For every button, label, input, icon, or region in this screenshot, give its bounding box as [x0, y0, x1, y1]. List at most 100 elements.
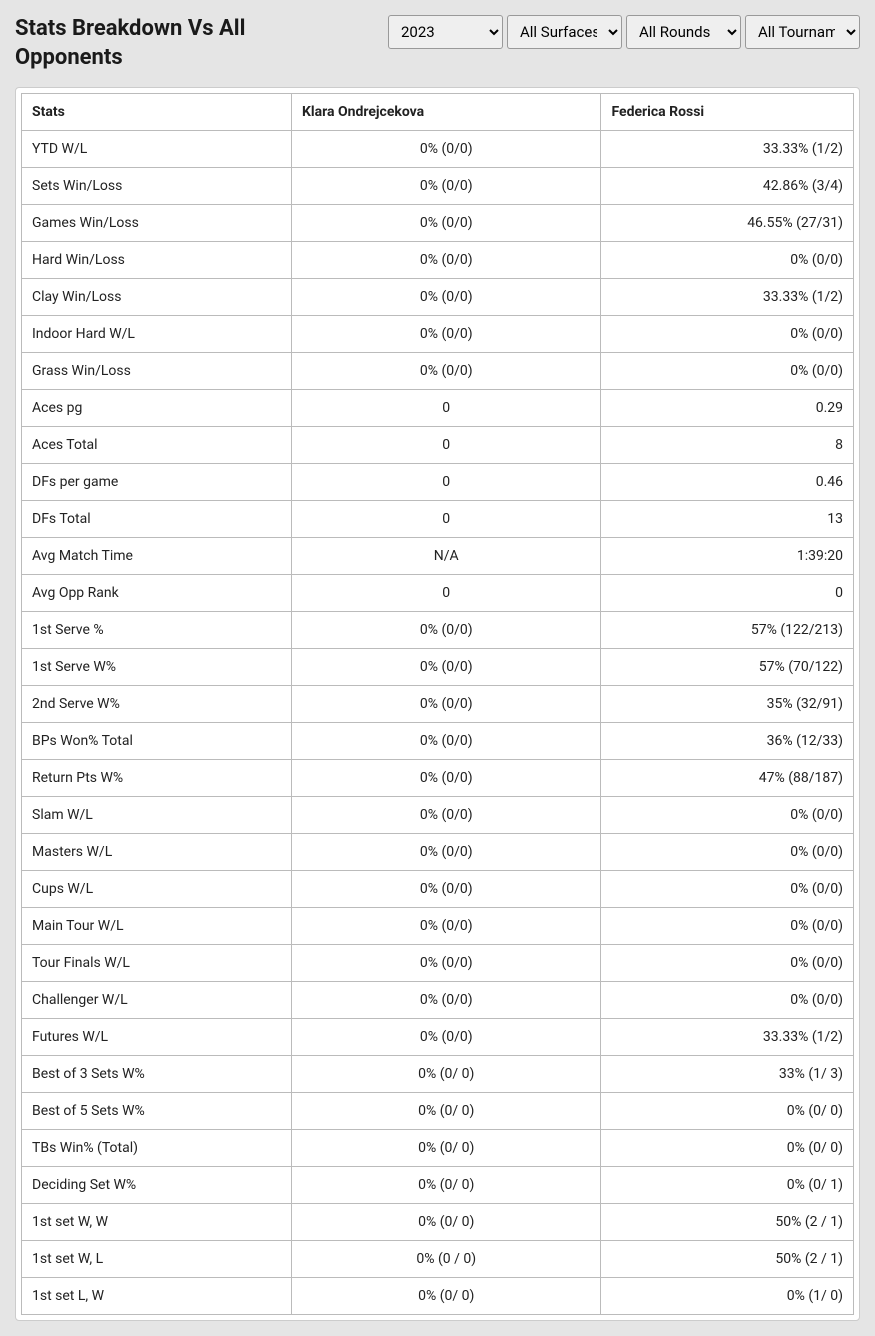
stat-label: Return Pts W%	[22, 760, 292, 797]
table-row: Return Pts W%0% (0/0)47% (88/187)	[22, 760, 854, 797]
stat-label: 1st set L, W	[22, 1278, 292, 1315]
stat-label: YTD W/L	[22, 131, 292, 168]
player2-value: 50% (2 / 1)	[601, 1204, 854, 1241]
stat-label: Hard Win/Loss	[22, 242, 292, 279]
player2-value: 35% (32/91)	[601, 686, 854, 723]
table-row: Avg Match TimeN/A1:39:20	[22, 538, 854, 575]
surface-select[interactable]: All Surfaces	[507, 15, 622, 49]
player1-value: 0% (0/0)	[292, 760, 601, 797]
stat-label: TBs Win% (Total)	[22, 1130, 292, 1167]
column-header-player1: Klara Ondrejcekova	[292, 94, 601, 131]
player1-value: 0% (0/0)	[292, 797, 601, 834]
stat-label: Futures W/L	[22, 1019, 292, 1056]
stat-label: 1st Serve %	[22, 612, 292, 649]
table-row: Grass Win/Loss0% (0/0)0% (0/0)	[22, 353, 854, 390]
player2-value: 8	[601, 427, 854, 464]
stat-label: Grass Win/Loss	[22, 353, 292, 390]
table-row: DFs per game00.46	[22, 464, 854, 501]
player1-value: 0% (0/0)	[292, 686, 601, 723]
stat-label: DFs per game	[22, 464, 292, 501]
year-select[interactable]: 2023	[388, 15, 503, 49]
stats-table-container: Stats Klara Ondrejcekova Federica Rossi …	[15, 87, 860, 1321]
player1-value: 0% (0/0)	[292, 834, 601, 871]
stat-label: Tour Finals W/L	[22, 945, 292, 982]
table-header-row: Stats Klara Ondrejcekova Federica Rossi	[22, 94, 854, 131]
stat-label: DFs Total	[22, 501, 292, 538]
column-header-stats: Stats	[22, 94, 292, 131]
player2-value: 42.86% (3/4)	[601, 168, 854, 205]
table-row: Best of 3 Sets W%0% (0/ 0)33% (1/ 3)	[22, 1056, 854, 1093]
player2-value: 57% (70/122)	[601, 649, 854, 686]
player2-value: 0% (0/0)	[601, 242, 854, 279]
stat-label: Slam W/L	[22, 797, 292, 834]
player2-value: 0% (0/0)	[601, 797, 854, 834]
stat-label: Avg Match Time	[22, 538, 292, 575]
player2-value: 33.33% (1/2)	[601, 279, 854, 316]
tournament-select[interactable]: All Tournaments	[745, 15, 860, 49]
player1-value: 0% (0 / 0)	[292, 1241, 601, 1278]
player2-value: 0% (0/0)	[601, 908, 854, 945]
player2-value: 0% (0/0)	[601, 945, 854, 982]
table-row: Games Win/Loss0% (0/0)46.55% (27/31)	[22, 205, 854, 242]
stat-label: Main Tour W/L	[22, 908, 292, 945]
player1-value: 0% (0/ 0)	[292, 1204, 601, 1241]
stat-label: 1st set W, W	[22, 1204, 292, 1241]
table-row: Futures W/L0% (0/0)33.33% (1/2)	[22, 1019, 854, 1056]
stat-label: Aces pg	[22, 390, 292, 427]
player1-value: 0% (0/ 0)	[292, 1167, 601, 1204]
player1-value: 0% (0/0)	[292, 353, 601, 390]
stats-table: Stats Klara Ondrejcekova Federica Rossi …	[21, 93, 854, 1315]
player1-value: 0% (0/0)	[292, 908, 601, 945]
player1-value: 0% (0/0)	[292, 649, 601, 686]
table-row: Slam W/L0% (0/0)0% (0/0)	[22, 797, 854, 834]
player1-value: 0% (0/ 0)	[292, 1130, 601, 1167]
player1-value: 0	[292, 501, 601, 538]
player1-value: 0% (0/0)	[292, 945, 601, 982]
stat-label: 1st Serve W%	[22, 649, 292, 686]
table-row: Deciding Set W%0% (0/ 0)0% (0/ 1)	[22, 1167, 854, 1204]
player1-value: 0	[292, 575, 601, 612]
table-row: Aces pg00.29	[22, 390, 854, 427]
player1-value: 0% (0/0)	[292, 316, 601, 353]
table-row: DFs Total013	[22, 501, 854, 538]
player2-value: 0	[601, 575, 854, 612]
player2-value: 46.55% (27/31)	[601, 205, 854, 242]
table-row: Avg Opp Rank00	[22, 575, 854, 612]
stat-label: Avg Opp Rank	[22, 575, 292, 612]
player2-value: 0% (0/0)	[601, 316, 854, 353]
table-row: BPs Won% Total0% (0/0)36% (12/33)	[22, 723, 854, 760]
player2-value: 50% (2 / 1)	[601, 1241, 854, 1278]
round-select[interactable]: All Rounds	[626, 15, 741, 49]
player2-value: 33.33% (1/2)	[601, 131, 854, 168]
player1-value: 0% (0/0)	[292, 168, 601, 205]
player1-value: 0% (0/ 0)	[292, 1093, 601, 1130]
player2-value: 33% (1/ 3)	[601, 1056, 854, 1093]
table-row: Cups W/L0% (0/0)0% (0/0)	[22, 871, 854, 908]
player1-value: 0	[292, 464, 601, 501]
table-row: 1st Serve W%0% (0/0)57% (70/122)	[22, 649, 854, 686]
stat-label: Clay Win/Loss	[22, 279, 292, 316]
table-row: Clay Win/Loss0% (0/0)33.33% (1/2)	[22, 279, 854, 316]
table-row: TBs Win% (Total)0% (0/ 0)0% (0/ 0)	[22, 1130, 854, 1167]
table-row: Main Tour W/L0% (0/0)0% (0/0)	[22, 908, 854, 945]
table-row: Challenger W/L0% (0/0)0% (0/0)	[22, 982, 854, 1019]
player1-value: 0% (0/0)	[292, 279, 601, 316]
player1-value: 0% (0/0)	[292, 131, 601, 168]
table-row: Best of 5 Sets W%0% (0/ 0)0% (0/ 0)	[22, 1093, 854, 1130]
stat-label: Sets Win/Loss	[22, 168, 292, 205]
header: Stats Breakdown Vs All Opponents 2023 Al…	[15, 15, 860, 72]
stat-label: Deciding Set W%	[22, 1167, 292, 1204]
player2-value: 0% (0/0)	[601, 834, 854, 871]
player2-value: 0.46	[601, 464, 854, 501]
player2-value: 36% (12/33)	[601, 723, 854, 760]
table-row: Masters W/L0% (0/0)0% (0/0)	[22, 834, 854, 871]
player1-value: 0% (0/ 0)	[292, 1278, 601, 1315]
filters: 2023 All Surfaces All Rounds All Tournam…	[388, 15, 860, 49]
stat-label: Masters W/L	[22, 834, 292, 871]
stat-label: 2nd Serve W%	[22, 686, 292, 723]
table-row: 1st set L, W0% (0/ 0)0% (1/ 0)	[22, 1278, 854, 1315]
table-row: Sets Win/Loss0% (0/0)42.86% (3/4)	[22, 168, 854, 205]
player2-value: 0% (0/0)	[601, 871, 854, 908]
stat-label: 1st set W, L	[22, 1241, 292, 1278]
stat-label: Challenger W/L	[22, 982, 292, 1019]
